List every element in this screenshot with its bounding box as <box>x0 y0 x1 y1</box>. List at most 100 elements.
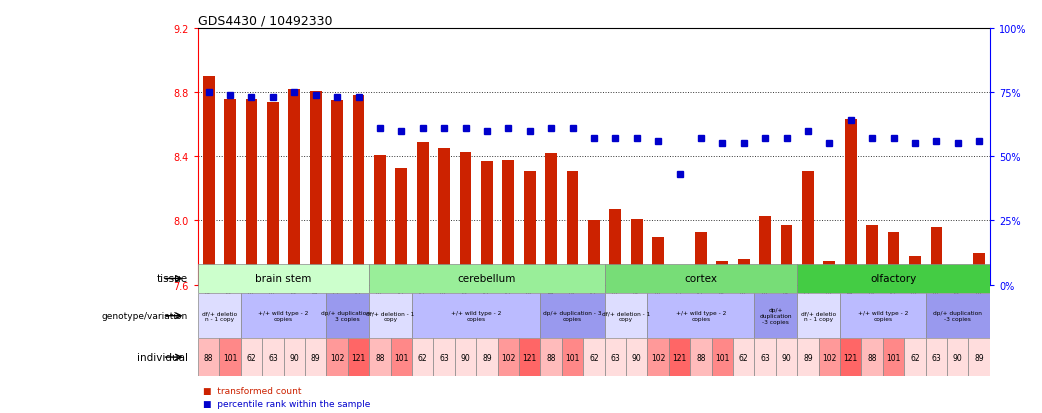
Text: tissue: tissue <box>156 274 188 284</box>
Text: 88: 88 <box>204 353 214 362</box>
Bar <box>883 339 904 376</box>
Bar <box>604 293 647 339</box>
Text: 88: 88 <box>375 353 384 362</box>
Bar <box>717 261 728 285</box>
Text: ■  percentile rank within the sample: ■ percentile rank within the sample <box>203 399 371 408</box>
Bar <box>263 339 283 376</box>
Bar <box>541 293 604 339</box>
Bar <box>326 339 348 376</box>
Bar <box>305 339 326 376</box>
Bar <box>241 293 326 339</box>
Text: 62: 62 <box>247 353 256 362</box>
Bar <box>690 339 712 376</box>
Bar <box>862 339 883 376</box>
Bar <box>797 339 819 376</box>
Text: brain stem: brain stem <box>255 274 312 284</box>
Text: individual: individual <box>137 352 188 362</box>
Bar <box>952 266 964 285</box>
Text: 101: 101 <box>223 353 238 362</box>
Bar <box>241 339 263 376</box>
Text: 88: 88 <box>696 353 705 362</box>
Bar <box>909 256 921 285</box>
Bar <box>417 142 428 285</box>
Bar <box>780 226 793 285</box>
Bar <box>267 102 279 285</box>
Text: 102: 102 <box>501 353 516 362</box>
Text: 101: 101 <box>394 353 408 362</box>
Text: 62: 62 <box>418 353 427 362</box>
Text: 121: 121 <box>844 353 858 362</box>
Bar <box>866 226 878 285</box>
Text: df/+ deletio
n - 1 copy: df/+ deletio n - 1 copy <box>801 311 837 321</box>
Bar <box>973 253 985 285</box>
Text: dp/+ duplication -
3 copies: dp/+ duplication - 3 copies <box>321 311 374 321</box>
Bar <box>734 339 754 376</box>
Text: 89: 89 <box>974 353 984 362</box>
Bar <box>224 99 235 285</box>
Bar <box>541 339 562 376</box>
Text: +/+ wild type - 2
copies: +/+ wild type - 2 copies <box>676 311 726 321</box>
Bar <box>819 339 840 376</box>
Text: 90: 90 <box>461 353 470 362</box>
Bar <box>545 154 557 285</box>
Text: cerebellum: cerebellum <box>457 274 516 284</box>
Bar <box>925 339 947 376</box>
Text: 63: 63 <box>761 353 770 362</box>
Bar <box>395 168 407 285</box>
Bar <box>947 339 968 376</box>
Bar <box>925 293 990 339</box>
Bar <box>754 339 776 376</box>
Bar <box>845 120 857 285</box>
Text: dp/+ duplication
-3 copies: dp/+ duplication -3 copies <box>934 311 983 321</box>
Text: +/+ wild type - 2
copies: +/+ wild type - 2 copies <box>258 311 308 321</box>
Text: 90: 90 <box>782 353 792 362</box>
Bar <box>840 293 925 339</box>
Text: olfactory: olfactory <box>870 274 917 284</box>
Text: dp/+
duplication
-3 copies: dp/+ duplication -3 copies <box>760 308 792 324</box>
Bar <box>369 339 391 376</box>
Text: genotype/variation: genotype/variation <box>101 311 188 320</box>
Text: dp/+ duplication - 3
copies: dp/+ duplication - 3 copies <box>543 311 602 321</box>
Text: GDS4430 / 10492330: GDS4430 / 10492330 <box>198 15 332 28</box>
Bar <box>695 232 706 285</box>
Text: 90: 90 <box>290 353 299 362</box>
Text: df/+ deletio
n - 1 copy: df/+ deletio n - 1 copy <box>202 311 237 321</box>
Bar <box>309 91 322 285</box>
Bar <box>198 339 220 376</box>
Bar <box>669 339 690 376</box>
Text: +/+ wild type - 2
copies: +/+ wild type - 2 copies <box>858 311 908 321</box>
Bar <box>412 339 433 376</box>
Text: 63: 63 <box>440 353 449 362</box>
Text: cortex: cortex <box>685 274 718 284</box>
Bar <box>412 293 541 339</box>
Bar <box>502 160 514 285</box>
Bar <box>712 339 734 376</box>
Bar <box>802 171 814 285</box>
Bar <box>454 339 476 376</box>
Bar <box>331 101 343 285</box>
Bar <box>674 272 686 285</box>
Bar <box>904 339 925 376</box>
Text: 88: 88 <box>546 353 555 362</box>
Text: +/+ wild type - 2
copies: +/+ wild type - 2 copies <box>451 311 501 321</box>
Text: df/+ deletion - 1
copy: df/+ deletion - 1 copy <box>602 311 650 321</box>
Bar <box>391 339 412 376</box>
Text: df/+ deletion - 1
copy: df/+ deletion - 1 copy <box>367 311 415 321</box>
Bar <box>604 339 626 376</box>
Bar <box>198 264 369 293</box>
Text: 62: 62 <box>910 353 920 362</box>
Bar <box>584 339 604 376</box>
Text: 121: 121 <box>672 353 687 362</box>
Bar <box>439 149 450 285</box>
Bar <box>283 339 305 376</box>
Bar <box>754 293 797 339</box>
Bar <box>588 221 600 285</box>
Text: 102: 102 <box>330 353 344 362</box>
Text: 89: 89 <box>482 353 492 362</box>
Bar <box>823 261 836 285</box>
Bar <box>246 99 257 285</box>
Bar <box>524 171 536 285</box>
Bar <box>567 171 578 285</box>
Bar <box>888 232 899 285</box>
Bar <box>562 339 584 376</box>
